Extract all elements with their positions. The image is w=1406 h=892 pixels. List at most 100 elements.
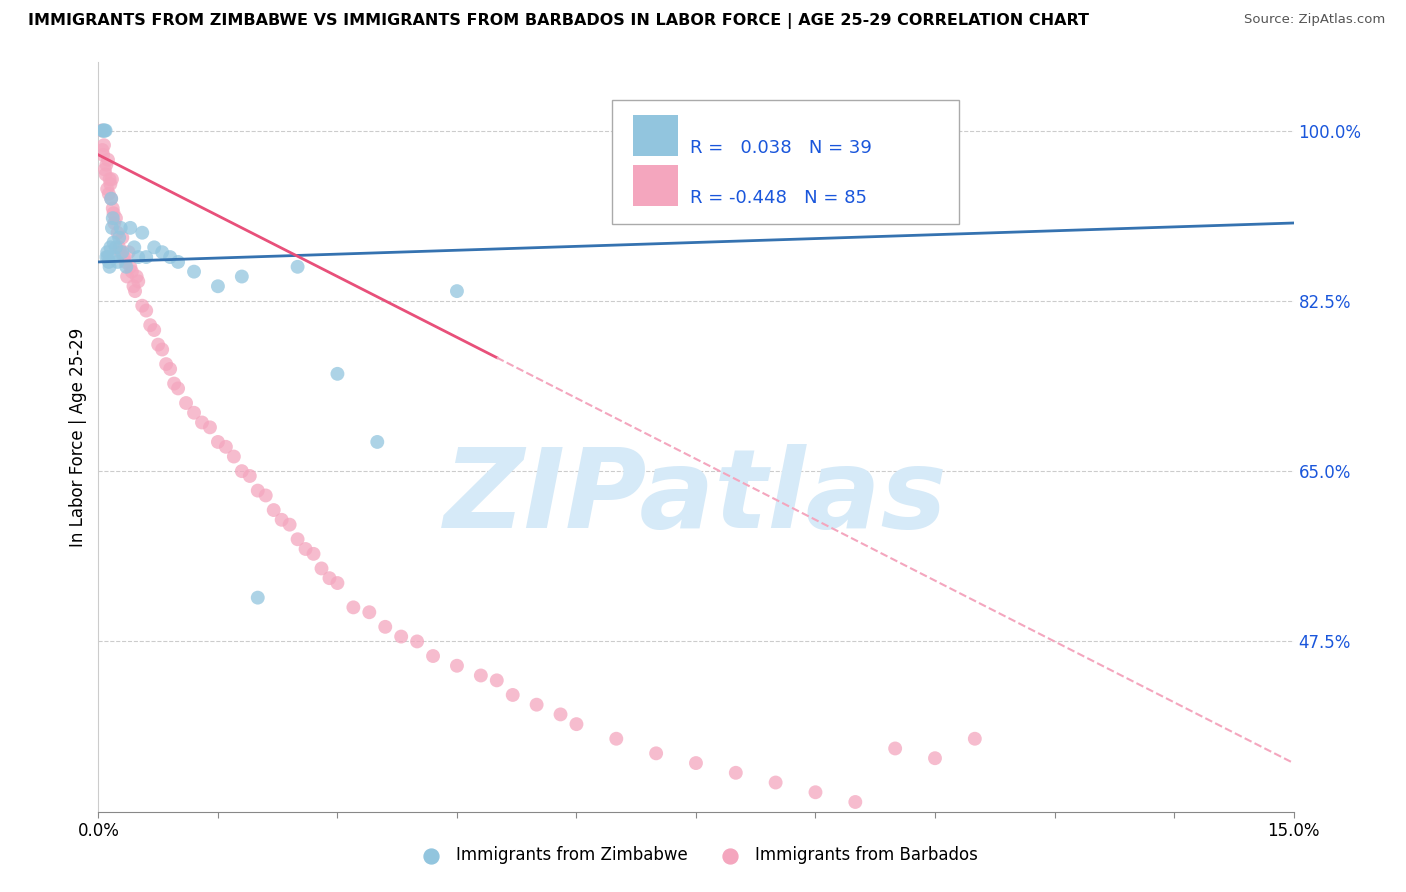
Point <box>159 362 181 376</box>
Point <box>287 533 309 547</box>
Point <box>502 688 524 702</box>
Point <box>366 434 388 449</box>
Point <box>124 240 146 254</box>
Point <box>124 284 146 298</box>
Point <box>97 255 120 269</box>
Point <box>389 630 412 644</box>
Point <box>222 450 245 464</box>
Point <box>115 260 138 274</box>
Text: ZIPatlas: ZIPatlas <box>444 443 948 550</box>
Text: R =   0.038   N = 39: R = 0.038 N = 39 <box>690 139 872 157</box>
Point <box>231 269 253 284</box>
Point <box>96 250 118 264</box>
Point <box>120 260 142 274</box>
Point <box>94 162 117 177</box>
Point <box>103 216 125 230</box>
Point <box>326 576 349 591</box>
Point <box>765 775 787 789</box>
Point <box>359 605 381 619</box>
Point <box>98 260 121 274</box>
Point <box>724 765 747 780</box>
Point <box>422 648 444 663</box>
Point <box>125 269 148 284</box>
Point <box>94 123 117 137</box>
Point <box>114 255 136 269</box>
Point <box>101 202 124 216</box>
Point <box>446 284 468 298</box>
Point <box>174 396 197 410</box>
Point <box>111 230 134 244</box>
Point <box>685 756 707 770</box>
Text: R = -0.448   N = 85: R = -0.448 N = 85 <box>690 189 868 207</box>
Point <box>127 250 149 264</box>
Point <box>191 416 214 430</box>
Point <box>183 265 205 279</box>
Point <box>97 250 120 264</box>
Point <box>804 785 827 799</box>
Point <box>550 707 572 722</box>
Point <box>115 269 138 284</box>
Point <box>91 123 114 137</box>
Point <box>127 274 149 288</box>
Point <box>374 620 396 634</box>
Point <box>103 235 125 250</box>
Point <box>98 172 121 186</box>
Point <box>131 299 153 313</box>
Point <box>231 464 253 478</box>
Point <box>94 167 117 181</box>
Point <box>108 230 131 244</box>
FancyBboxPatch shape <box>613 100 959 224</box>
Point <box>526 698 548 712</box>
Point <box>150 245 173 260</box>
Point <box>302 547 325 561</box>
Point <box>118 245 141 260</box>
Point <box>198 420 221 434</box>
Point <box>150 343 173 357</box>
Point <box>963 731 986 746</box>
Point <box>107 226 129 240</box>
Point <box>239 469 262 483</box>
Point <box>159 250 181 264</box>
Bar <box>633 115 678 156</box>
Point <box>110 245 132 260</box>
Point <box>844 795 866 809</box>
Bar <box>633 165 678 206</box>
Point <box>254 488 277 502</box>
Text: Source: ZipAtlas.com: Source: ZipAtlas.com <box>1244 13 1385 27</box>
Point <box>155 357 177 371</box>
Point <box>326 367 349 381</box>
Point <box>96 182 118 196</box>
Point <box>246 591 269 605</box>
Point <box>110 220 132 235</box>
Point <box>98 240 122 254</box>
Point <box>183 406 205 420</box>
Point <box>215 440 238 454</box>
Point <box>104 211 127 226</box>
Y-axis label: In Labor Force | Age 25-29: In Labor Force | Age 25-29 <box>69 327 87 547</box>
Point <box>108 240 131 254</box>
Point <box>101 172 124 186</box>
Point <box>93 138 115 153</box>
Point <box>207 279 229 293</box>
Point <box>565 717 588 731</box>
Point <box>167 255 190 269</box>
Point <box>139 318 162 333</box>
Point <box>342 600 364 615</box>
Point <box>167 381 190 395</box>
Point <box>263 503 285 517</box>
Point <box>111 245 134 260</box>
Point <box>96 158 118 172</box>
Point <box>91 123 114 137</box>
Point <box>93 123 115 137</box>
Point <box>270 513 292 527</box>
Point <box>294 541 316 556</box>
Point <box>131 226 153 240</box>
Point <box>163 376 186 391</box>
Point <box>112 250 135 264</box>
Point <box>122 279 145 293</box>
Point <box>121 265 143 279</box>
Point <box>318 571 340 585</box>
Point <box>645 747 668 761</box>
Point <box>104 240 127 254</box>
Point <box>91 148 114 162</box>
